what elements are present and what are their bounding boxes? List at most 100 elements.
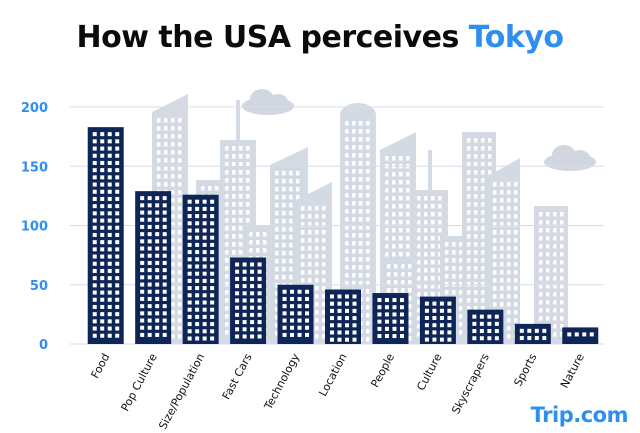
bar-window <box>439 316 444 320</box>
bar-window <box>297 304 302 309</box>
bar-window <box>447 308 452 313</box>
background-window <box>399 172 403 177</box>
background-window <box>315 262 319 267</box>
bar-window <box>282 325 287 330</box>
background-window <box>467 306 471 311</box>
background-window <box>366 153 370 158</box>
background-window <box>474 290 478 295</box>
background-window <box>246 186 250 191</box>
bar-window <box>250 269 255 274</box>
bar-window <box>210 250 215 255</box>
background-window <box>438 244 442 249</box>
background-window <box>345 137 349 142</box>
background-window <box>157 166 161 171</box>
background-window <box>322 206 326 211</box>
background-window <box>438 252 442 257</box>
bar <box>372 293 409 344</box>
background-window <box>493 206 497 211</box>
background-window <box>424 260 428 265</box>
bar-window <box>235 305 240 310</box>
bar-window <box>100 132 105 137</box>
background-window <box>507 222 511 227</box>
background-window <box>514 214 518 219</box>
background-window <box>263 240 267 245</box>
background-window <box>417 268 421 273</box>
background-window <box>225 154 229 159</box>
bar-window <box>187 278 192 283</box>
background-window <box>352 241 356 246</box>
bar-window <box>140 289 145 294</box>
background-window <box>352 249 356 254</box>
bar-window <box>250 291 255 296</box>
background-window <box>366 193 370 198</box>
background-window <box>539 308 543 313</box>
bar-window <box>115 326 120 331</box>
background-window <box>157 174 161 179</box>
background-window <box>171 246 175 251</box>
bar-window <box>115 240 120 245</box>
y-tick-label: 200 <box>21 101 48 116</box>
background-window <box>225 170 229 175</box>
background-window <box>424 204 428 209</box>
bar-window <box>187 264 192 269</box>
bar-window <box>235 262 240 267</box>
background-window <box>352 121 356 126</box>
bar-window <box>92 297 97 302</box>
background-window <box>315 318 319 323</box>
bar-window <box>140 275 145 280</box>
chart-title: How the USA perceives Tokyo <box>0 20 640 55</box>
building-roof <box>380 132 416 150</box>
bar-window <box>100 297 105 302</box>
bar-window <box>195 199 200 204</box>
bar-window <box>147 217 152 222</box>
background-window <box>308 238 312 243</box>
background-window <box>424 220 428 225</box>
background-window <box>385 156 389 161</box>
background-window <box>171 134 175 139</box>
background-window <box>553 212 557 217</box>
bar-window <box>290 325 295 330</box>
background-window <box>225 322 229 327</box>
background-window <box>215 186 219 191</box>
background-window <box>232 210 236 215</box>
background-window <box>514 198 518 203</box>
bar-window <box>487 321 492 326</box>
background-window <box>401 280 405 285</box>
background-window <box>493 278 497 283</box>
bar-window <box>345 308 349 313</box>
bar-window <box>330 301 334 306</box>
background-window <box>322 326 326 331</box>
background-window <box>246 202 250 207</box>
bar-window <box>195 314 200 319</box>
background-window <box>232 154 236 159</box>
background-window <box>452 274 456 279</box>
background-window <box>394 264 398 269</box>
bar-window <box>107 204 112 209</box>
background-window <box>246 178 250 183</box>
bar-window <box>155 311 160 316</box>
background-window <box>387 288 391 293</box>
background-window <box>225 186 229 191</box>
bar-window <box>494 329 499 334</box>
bar-window <box>115 276 120 281</box>
background-window <box>474 218 478 223</box>
background-window <box>164 182 168 187</box>
background-window <box>275 331 279 336</box>
bar-window <box>567 332 572 337</box>
bar-window <box>392 319 397 324</box>
background-window <box>315 254 319 259</box>
background-window <box>392 180 396 185</box>
background-window <box>315 294 319 299</box>
background-window <box>459 314 463 319</box>
bar-window <box>257 334 262 339</box>
bar-window <box>242 262 247 267</box>
background-window <box>474 242 478 247</box>
background-window <box>225 194 229 199</box>
bar-window <box>107 132 112 137</box>
background-window <box>560 276 564 281</box>
bar-window <box>115 175 120 180</box>
background-window <box>345 257 349 262</box>
background-window <box>178 302 182 307</box>
building-roof <box>152 94 188 112</box>
